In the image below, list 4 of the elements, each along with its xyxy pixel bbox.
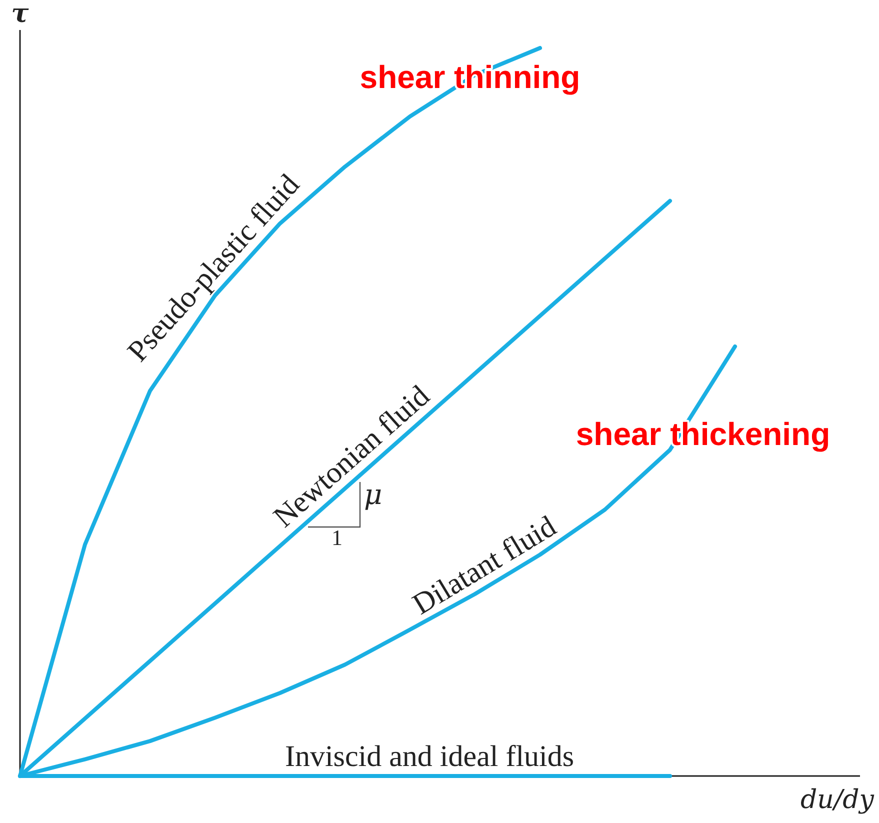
x-axis-title: du/dy [800,785,874,815]
y-axis-title: τ [11,0,30,29]
annotation: 1 [332,525,342,550]
series-label: Inviscid and ideal fluids [284,740,574,773]
